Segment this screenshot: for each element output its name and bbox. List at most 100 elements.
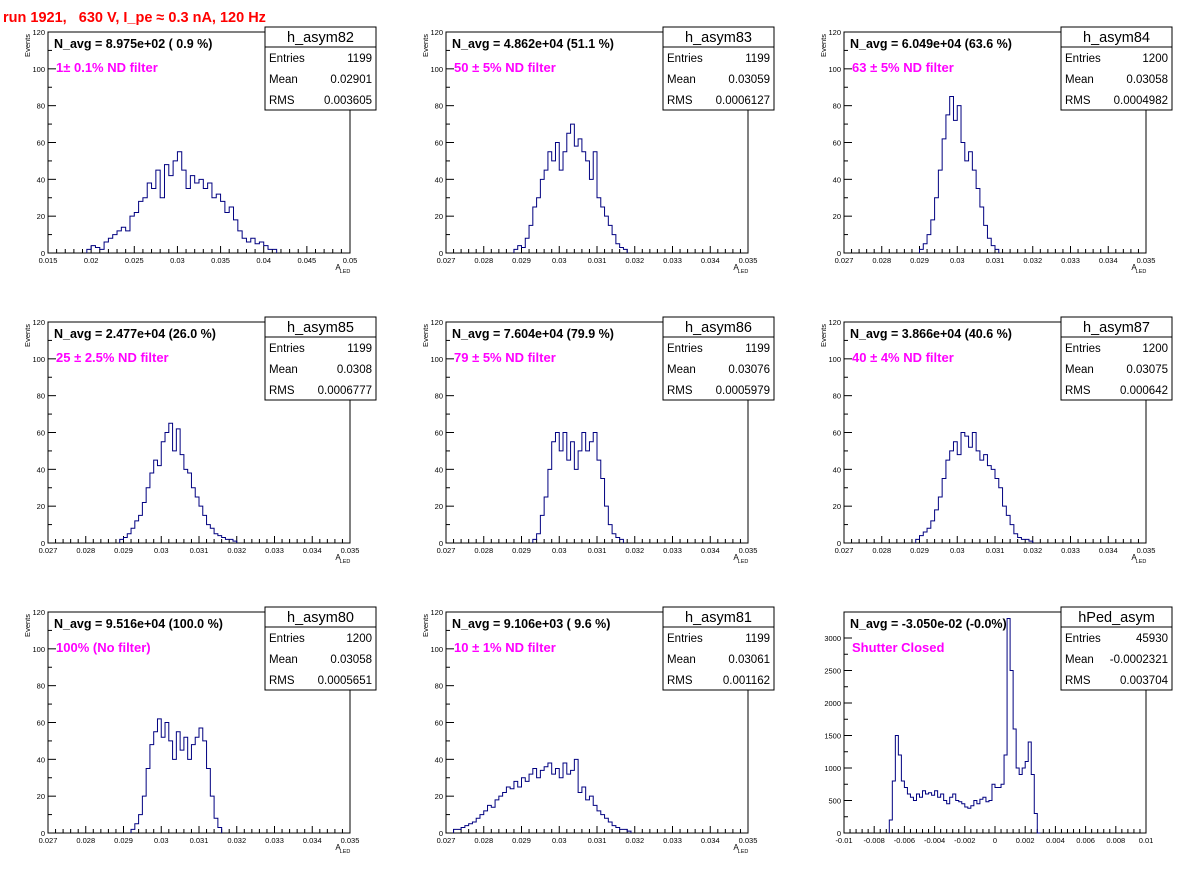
navg-label: N_avg = 9.516e+04 (100.0 %) <box>54 617 223 631</box>
x-tick-label: 0.029 <box>114 546 133 555</box>
stats-value: 0.0006777 <box>318 385 372 397</box>
x-tick-label: 0.04 <box>256 256 271 265</box>
stats-title: h_asym87 <box>1083 320 1150 336</box>
navg-label: N_avg = 7.604e+04 (79.9 %) <box>452 327 614 341</box>
stats-key: Entries <box>667 53 703 65</box>
stats-value: 1199 <box>347 53 372 65</box>
stats-key: RMS <box>667 95 693 107</box>
x-tick-label: 0.03 <box>950 546 965 555</box>
y-tick-label: 40 <box>37 755 45 764</box>
x-tick-label: 0.028 <box>76 546 95 555</box>
y-tick-label: 100 <box>828 355 841 364</box>
stats-title: h_asym86 <box>685 320 752 336</box>
x-axis-label: A <box>335 843 341 852</box>
filter-label: 79 ± 5% ND filter <box>454 350 556 365</box>
navg-label: N_avg = 8.975e+02 ( 0.9 %) <box>54 37 212 51</box>
stats-value: 45930 <box>1136 633 1168 645</box>
y-tick-label: 60 <box>37 429 45 438</box>
stats-box <box>264 606 377 691</box>
y-tick-label: 100 <box>430 355 443 364</box>
x-axis-label: A <box>1131 553 1137 562</box>
x-tick-label: 0.034 <box>1099 546 1118 555</box>
x-axis-label-sub: LED <box>340 269 351 275</box>
y-tick-label: 120 <box>430 318 443 327</box>
x-tick-label: 0.029 <box>512 836 531 845</box>
stats-key: RMS <box>667 385 693 397</box>
x-axis-label-sub: LED <box>738 269 749 275</box>
stats-key: RMS <box>269 675 295 687</box>
y-tick-label: 120 <box>828 318 841 327</box>
y-tick-label: 0 <box>837 539 841 548</box>
x-axis-label: A <box>335 553 341 562</box>
stats-key: Entries <box>667 633 703 645</box>
histogram-outline <box>915 432 1034 543</box>
y-tick-label: 0 <box>439 249 443 258</box>
x-tick-label: 0.027 <box>437 836 456 845</box>
x-tick-label: 0.032 <box>1023 546 1042 555</box>
filter-label: 1± 0.1% ND filter <box>56 60 158 75</box>
stats-value: 0.003704 <box>1120 675 1169 687</box>
y-axis-label: Events <box>23 34 32 57</box>
x-tick-label: -0.004 <box>924 836 945 845</box>
stats-box <box>662 316 775 401</box>
filter-label: 10 ± 1% ND filter <box>454 640 556 655</box>
x-axis-label: A <box>335 263 341 272</box>
histogram-svg: 0 20 40 60 80 100 120 0.027 0.028 0.029 0.03 0.031 0… <box>421 26 775 275</box>
y-tick-label: 60 <box>833 429 841 438</box>
navg-label: N_avg = 9.106e+03 ( 9.6 %) <box>452 617 610 631</box>
stats-key: Entries <box>1065 343 1101 355</box>
histogram-outline <box>888 618 1041 834</box>
stats-value: 0.000642 <box>1120 385 1168 397</box>
x-tick-label: 0.028 <box>76 836 95 845</box>
stats-value: 1199 <box>745 343 770 355</box>
stats-key: Mean <box>1065 74 1094 86</box>
stats-key: RMS <box>269 95 295 107</box>
y-tick-label: 80 <box>37 102 45 111</box>
stats-value: 0.0005979 <box>716 385 770 397</box>
x-tick-label: 0.034 <box>303 836 322 845</box>
x-tick-label: 0.02 <box>84 256 99 265</box>
x-tick-label: -0.008 <box>864 836 885 845</box>
navg-label: N_avg = 3.866e+04 (40.6 %) <box>850 327 1012 341</box>
x-tick-label: 0.033 <box>663 256 682 265</box>
stats-value: 0.03058 <box>1126 74 1168 86</box>
x-axis-label-sub: LED <box>738 849 749 855</box>
x-tick-label: 0.015 <box>39 256 58 265</box>
x-tick-label: 0.027 <box>437 546 456 555</box>
histogram-svg: 0 20 40 60 80 100 120 0.027 0.028 0.029 0.03 0.031 0… <box>421 606 775 855</box>
y-tick-label: 20 <box>37 792 45 801</box>
stats-box <box>264 316 377 401</box>
x-tick-label: 0.035 <box>1137 256 1156 265</box>
stats-value: 0.001162 <box>723 675 770 687</box>
x-tick-label: 0.035 <box>739 256 758 265</box>
y-tick-label: 1000 <box>824 764 841 773</box>
y-tick-label: 20 <box>833 502 841 511</box>
x-tick-label: 0.035 <box>739 546 758 555</box>
stats-key: Mean <box>667 364 696 376</box>
stats-key: Entries <box>269 343 305 355</box>
x-tick-label: 0.032 <box>227 836 246 845</box>
x-tick-label: 0.033 <box>1061 256 1080 265</box>
stats-box <box>1060 26 1173 111</box>
y-tick-label: 60 <box>435 429 443 438</box>
x-tick-label: 0.03 <box>154 546 169 555</box>
stats-box <box>662 606 775 691</box>
x-tick-label: -0.006 <box>894 836 915 845</box>
y-tick-label: 120 <box>32 28 45 37</box>
stats-title: h_asym82 <box>287 30 354 46</box>
y-tick-label: 80 <box>435 102 443 111</box>
y-tick-label: 40 <box>37 175 45 184</box>
y-axis-label: Events <box>421 34 430 57</box>
histogram-panel-h_asym87: 0 20 40 60 80 100 120 0.027 0.028 0.029 0.03 0.031 0… <box>796 290 1194 582</box>
y-tick-label: 100 <box>32 65 45 74</box>
y-tick-label: 80 <box>37 392 45 401</box>
y-tick-label: 120 <box>32 608 45 617</box>
y-tick-label: 60 <box>435 139 443 148</box>
histogram-panel-h_asym86: 0 20 40 60 80 100 120 0.027 0.028 0.029 0.03 0.031 0… <box>398 290 796 582</box>
x-tick-label: 0.045 <box>297 256 316 265</box>
x-tick-label: 0.031 <box>588 256 607 265</box>
stats-key: RMS <box>1065 385 1091 397</box>
stats-title: h_asym84 <box>1083 30 1150 46</box>
y-tick-label: 80 <box>833 392 841 401</box>
stats-box <box>662 26 775 111</box>
